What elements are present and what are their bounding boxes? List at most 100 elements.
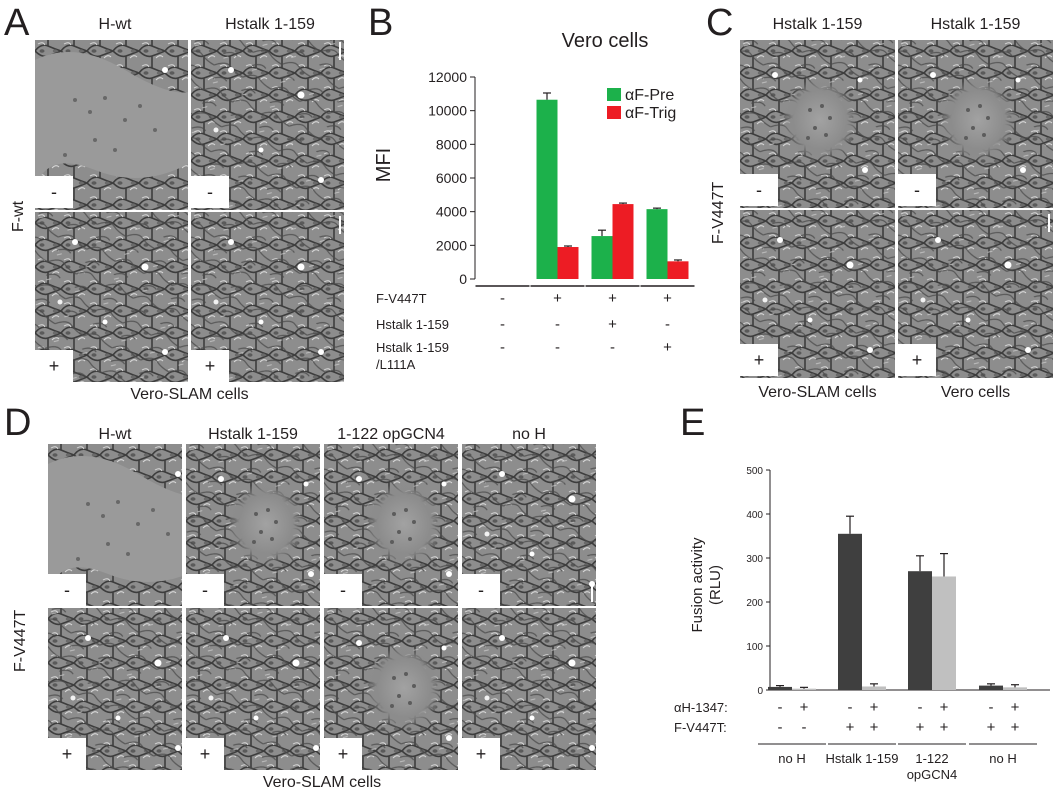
micrograph-d-6: + (186, 608, 320, 770)
chart-e-grid-sign: + (1011, 719, 1020, 736)
chart-e-grid-sign: - (778, 699, 783, 716)
panel-d-sign-6: + (186, 738, 224, 770)
chart-b-legend-swatch (607, 88, 621, 101)
panel-d-row-label: F-V447T (12, 609, 29, 672)
panel-d-sign-4: - (462, 574, 500, 606)
panel-c-caption-1: Vero-SLAM cells (758, 384, 877, 401)
chart-e-grid-label: F-V447T: (674, 720, 727, 735)
panel-d-sign-3: - (324, 574, 362, 606)
chart-b-grid-sign: + (608, 316, 617, 333)
chart-e-group-label: 1-122 (915, 751, 948, 766)
panel-d-col-title-2: Hstalk 1-159 (208, 426, 298, 443)
panel-b-letter: B (368, 2, 394, 44)
chart-e-ytick-label: 400 (746, 510, 763, 521)
chart-b-grid-sign: - (500, 290, 505, 307)
panel-c-sign-1: - (740, 174, 778, 206)
chart-e-grid-sign: + (800, 699, 809, 716)
micrograph-d-5: + (48, 608, 182, 770)
panel-a-letter: A (4, 2, 30, 44)
micrograph-c-2: - (898, 40, 1053, 208)
chart-b-bar (557, 247, 579, 279)
panel-a-sign-2: - (191, 176, 229, 208)
chart-e-ytick-label: 0 (757, 686, 763, 697)
panel-a-caption: Vero-SLAM cells (130, 386, 249, 403)
panel-c-row-label: F-V447T (710, 181, 727, 244)
chart-b-bar (612, 204, 634, 279)
chart-e-bar (862, 686, 886, 690)
chart-b-bar (536, 99, 558, 279)
chart-b-grid-sign: - (555, 339, 560, 356)
panel-c-sign-3: + (740, 344, 778, 376)
chart-e-bar (932, 576, 956, 690)
chart-e-grid-sign: - (918, 699, 923, 716)
panel-a-col-title-1: H-wt (98, 16, 132, 33)
chart-b-grid-sign: + (663, 290, 672, 307)
panel-d-col-title-1: H-wt (98, 426, 132, 443)
chart-e-grid-sign: + (940, 719, 949, 736)
chart-e-grid-sign: - (778, 719, 783, 736)
chart-b-ytick-label: 12000 (428, 69, 467, 85)
panel-e-letter: E (680, 402, 706, 444)
chart-e-bar (908, 571, 932, 690)
panel-c-letter: C (706, 2, 734, 44)
chart-b-ytick-label: 2000 (436, 237, 467, 253)
panel-a-col-title-2: Hstalk 1-159 (225, 16, 315, 33)
micrograph-d-7: + (324, 608, 458, 770)
panel-d-sign-1: - (48, 574, 86, 606)
panel-a-row-label: F-wt (10, 200, 27, 232)
chart-e-grid-sign: + (846, 719, 855, 736)
chart-e-ytick-label: 500 (746, 466, 763, 477)
chart-e-bar (768, 686, 792, 690)
chart-b-ytick-label: 10000 (428, 103, 467, 119)
panel-c-sign-2: - (898, 174, 936, 206)
micrograph-a-3: + (35, 212, 188, 382)
micrograph-d-4: - (462, 444, 596, 606)
panel-d-sign-2: - (186, 574, 224, 606)
chart-b-grid-sign: + (608, 290, 617, 307)
panel-d-col-title-3: 1-122 opGCN4 (337, 426, 445, 443)
chart-e-grid-sign: + (987, 719, 996, 736)
micrograph-d-3: - (324, 444, 458, 606)
chart-b-grid-label: Hstalk 1-159 (376, 317, 449, 332)
chart-b-grid-sign: - (665, 316, 670, 333)
chart-b-grid-sign: - (500, 339, 505, 356)
chart-e-grid-sign: + (870, 719, 879, 736)
chart-b-bar (591, 236, 613, 279)
chart-b-grid-sign: + (553, 290, 562, 307)
scale-bar (1048, 214, 1050, 232)
micrograph-d-2: - (186, 444, 320, 606)
chart-e-bar (979, 685, 1003, 690)
panel-a-sign-1: - (35, 176, 73, 208)
chart-b-grid-sign: - (500, 316, 505, 333)
chart-b-grid-label: Hstalk 1-159 (376, 340, 449, 355)
micrograph-a-2: - (191, 40, 344, 210)
chart-e-group-label: no H (778, 751, 805, 766)
panel-d-col-title-4: no H (512, 426, 546, 443)
chart-b-grid-sign: - (555, 316, 560, 333)
micrograph-c-4: + (898, 210, 1053, 378)
chart-b: Vero cells MFI 0 2000 4000 6000 8000 10000 12000… (373, 30, 695, 372)
chart-b-grid-label-2: /L111A (376, 357, 416, 372)
chart-e-ytick-label: 200 (746, 598, 763, 609)
chart-e-group-label: Hstalk 1-159 (826, 751, 899, 766)
micrograph-a-1: - (35, 40, 188, 210)
chart-b-ylabel: MFI (373, 148, 395, 182)
chart-e: Fusion activity (RLU) 0 100 200 300 400 500 αH-1… (674, 466, 1050, 782)
micrograph-a-4: + (191, 212, 344, 382)
panel-d-letter: D (4, 402, 32, 444)
chart-e-group-label-2: opGCN4 (907, 767, 958, 782)
chart-b-bar (667, 261, 689, 279)
micrograph-d-8: + (462, 608, 596, 770)
panel-a-sign-3: + (35, 350, 73, 382)
chart-b-legend-label: αF-Trig (625, 105, 676, 122)
chart-e-ylabel-2: (RLU) (707, 565, 724, 605)
scale-bar (339, 42, 341, 60)
panel-a-sign-4: + (191, 350, 229, 382)
chart-b-grid-sign: + (663, 339, 672, 356)
panel-c-col-title-1: Hstalk 1-159 (772, 16, 863, 33)
chart-e-grid-sign: + (870, 699, 879, 716)
chart-e-grid-sign: + (916, 719, 925, 736)
panel-c-caption-2: Vero cells (940, 384, 1011, 401)
chart-e-ylabel: Fusion activity (689, 537, 706, 633)
chart-e-bar (792, 688, 816, 690)
